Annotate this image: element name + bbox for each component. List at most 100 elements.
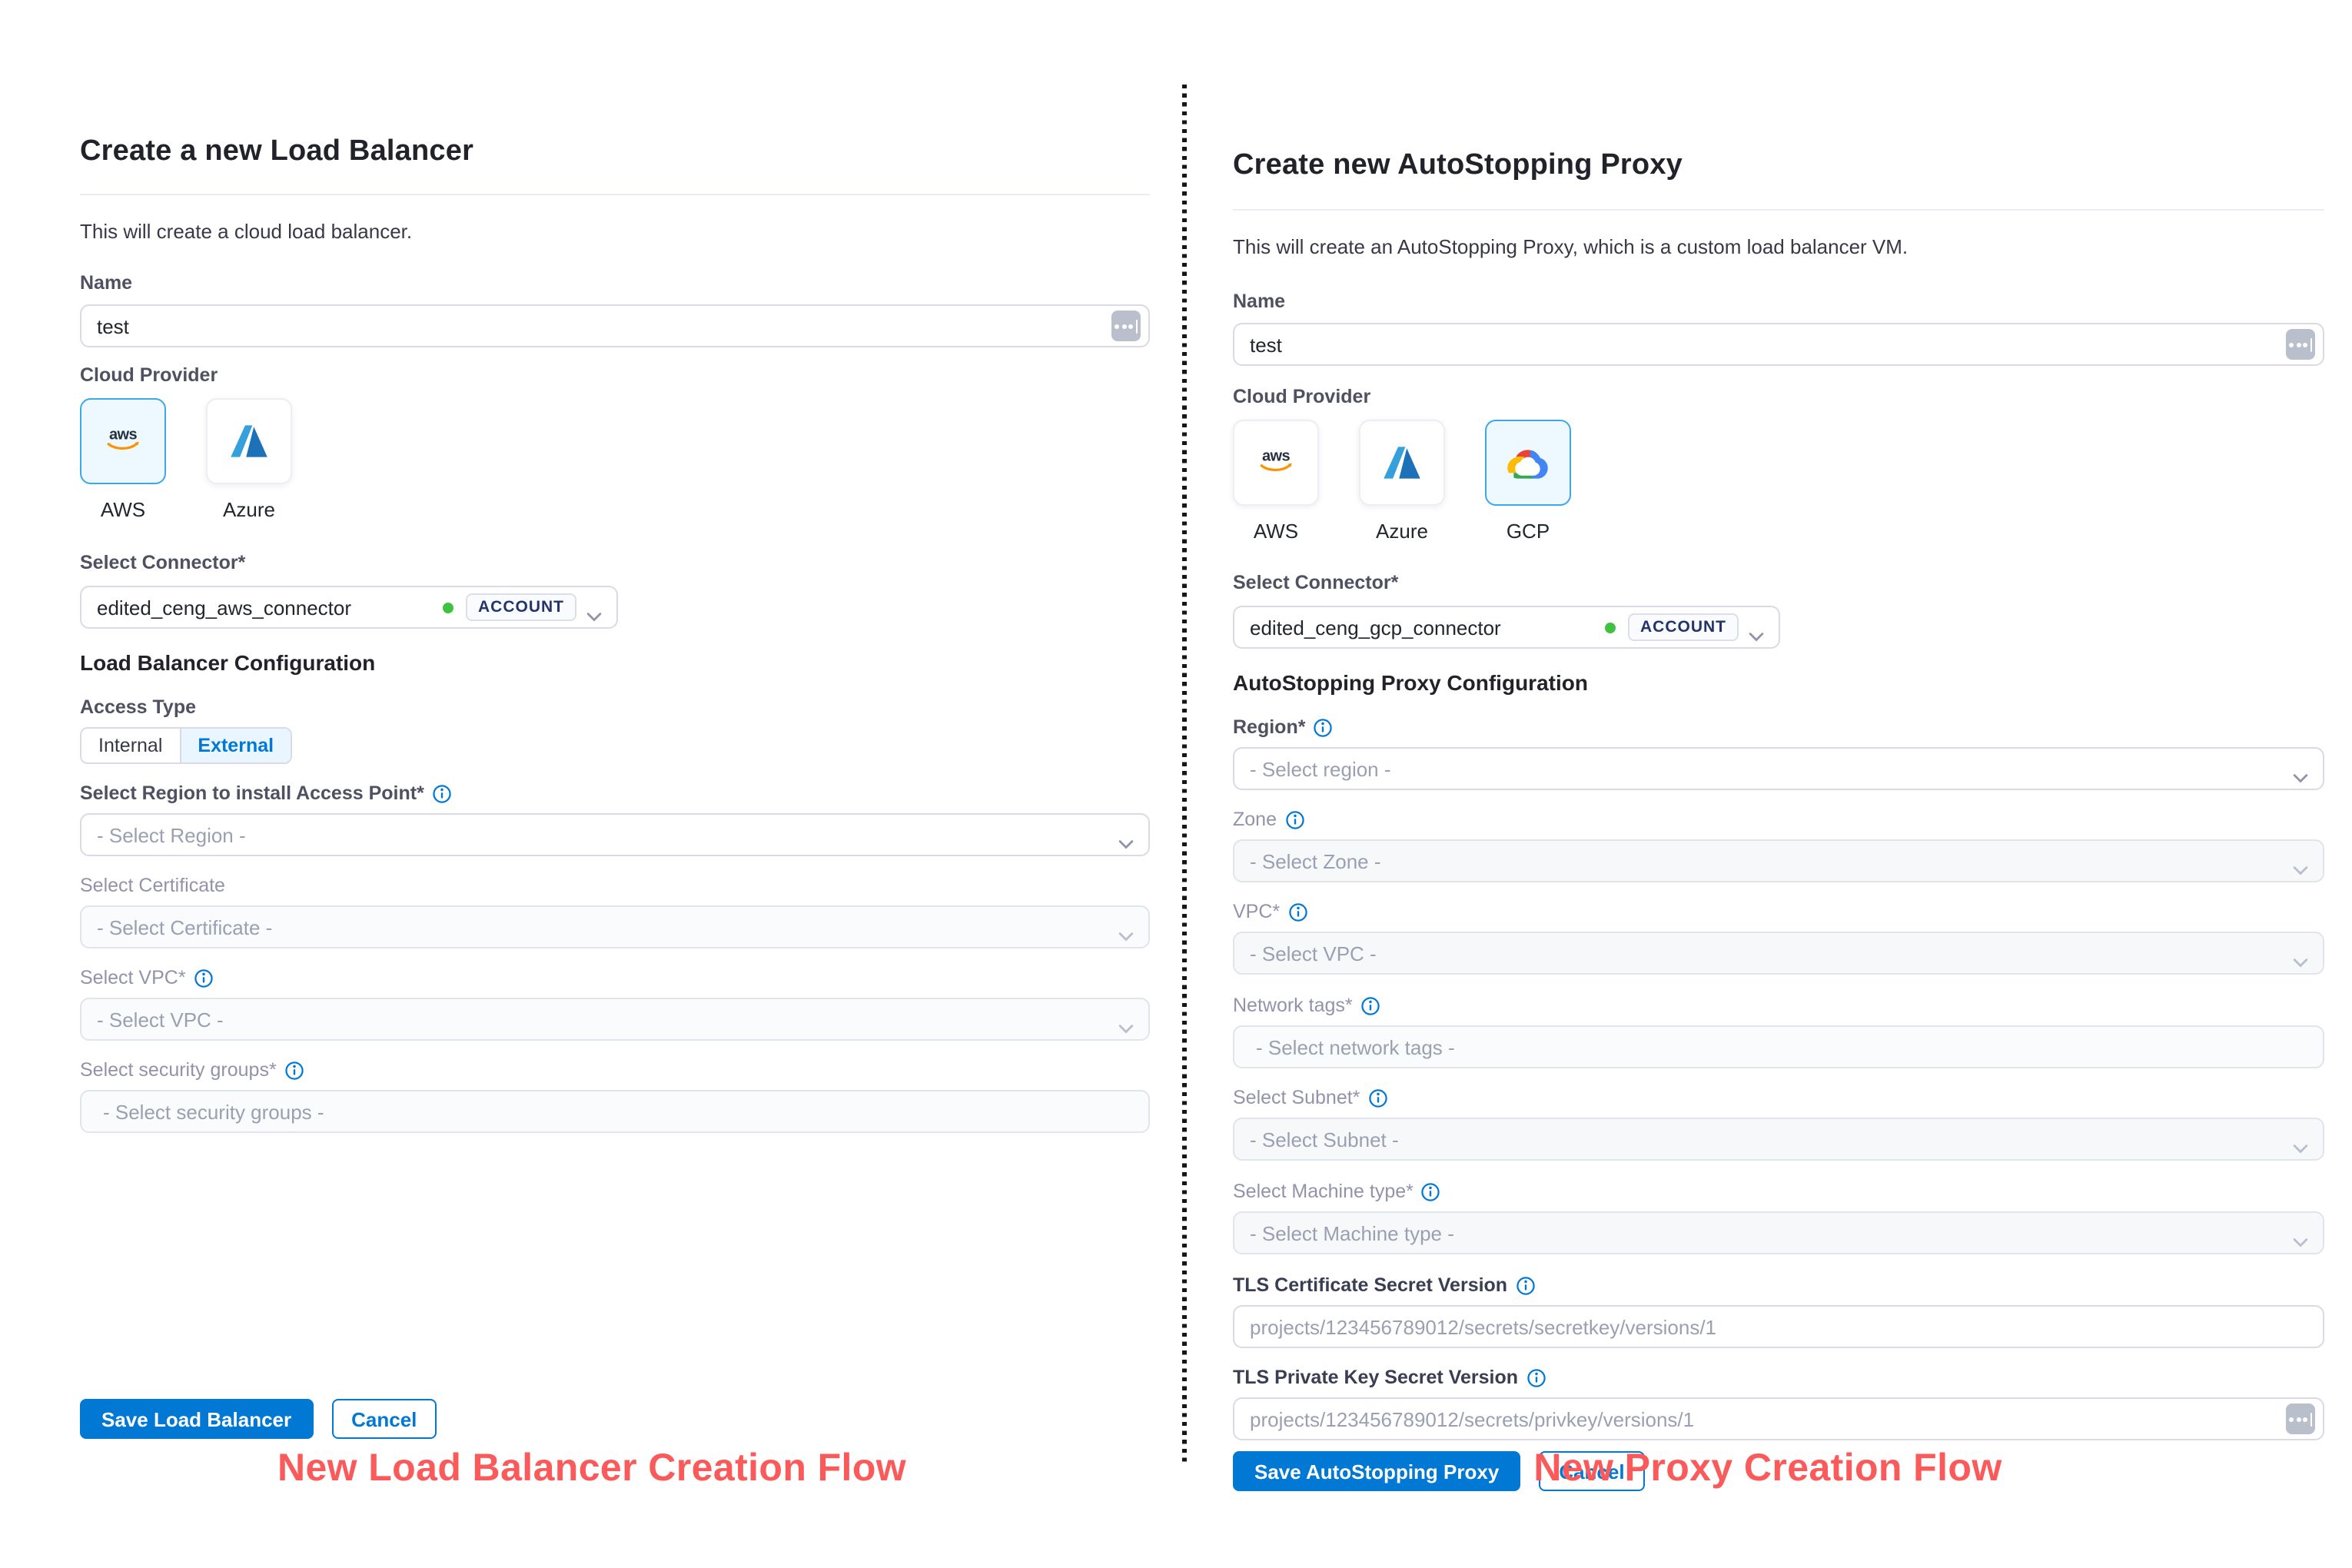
info-icon[interactable] xyxy=(1287,902,1307,922)
connector-scope-badge: ACCOUNT xyxy=(466,593,576,621)
dotted-divider xyxy=(1182,85,1186,1463)
access-type-internal[interactable]: Internal xyxy=(81,729,180,762)
name-input[interactable] xyxy=(1234,333,2323,356)
provider-card-gcp[interactable] xyxy=(1485,420,1571,506)
provider-aws: aws AWS xyxy=(1233,420,1319,543)
connector-scope-badge: ACCOUNT xyxy=(1628,613,1739,641)
cloud-provider-options: aws AWS Azure xyxy=(80,398,1150,521)
name-label: Name xyxy=(80,272,133,294)
connector-select[interactable]: edited_ceng_gcp_connector ACCOUNT xyxy=(1233,606,1780,649)
provider-label-azure: Azure xyxy=(1376,520,1428,543)
access-type-toggle: Internal External xyxy=(80,727,293,764)
tls-cert-label: TLS Certificate Secret Version xyxy=(1233,1274,2324,1296)
info-icon[interactable] xyxy=(1421,1181,1441,1201)
page-title: Create a new Load Balancer xyxy=(80,135,474,168)
security-groups-label: Select security groups* xyxy=(80,1059,1150,1081)
tls-cert-input[interactable] xyxy=(1234,1315,2323,1338)
info-icon[interactable] xyxy=(284,1060,304,1080)
provider-azure: Azure xyxy=(206,398,292,521)
certificate-select[interactable]: - Select Certificate - xyxy=(80,905,1150,948)
chevron-down-icon xyxy=(2292,1228,2309,1256)
cancel-button[interactable]: Cancel xyxy=(1539,1451,1645,1491)
chevron-down-icon xyxy=(2292,764,2309,792)
provider-label-aws: AWS xyxy=(100,498,146,521)
security-groups-multiselect[interactable]: - Select security groups - xyxy=(80,1090,1150,1133)
right-flow-caption: New Proxy Creation Flow xyxy=(1533,1447,2002,1490)
form-actions: Save Load Balancer Cancel xyxy=(80,1399,1150,1439)
tls-cert-field-wrapper xyxy=(1233,1305,2324,1348)
connector-status-dot xyxy=(1605,622,1616,633)
name-input[interactable] xyxy=(81,314,1148,337)
region-select[interactable]: - Select Region - xyxy=(80,813,1150,856)
provider-azure: Azure xyxy=(1359,420,1445,543)
connector-select[interactable]: edited_ceng_aws_connector ACCOUNT xyxy=(80,586,618,629)
chevron-down-icon xyxy=(1748,623,1765,650)
region-label: Region* xyxy=(1233,716,2324,738)
provider-card-azure[interactable] xyxy=(1359,420,1445,506)
provider-card-azure[interactable] xyxy=(206,398,292,484)
info-icon[interactable] xyxy=(432,783,452,803)
tls-key-label: TLS Private Key Secret Version xyxy=(1233,1367,2324,1388)
info-icon[interactable] xyxy=(1284,809,1304,829)
info-icon[interactable] xyxy=(1313,717,1333,737)
name-field-wrapper xyxy=(80,304,1150,347)
gcp-icon xyxy=(1507,450,1548,479)
cloud-provider-label: Cloud Provider xyxy=(1233,386,1371,407)
connector-value: edited_ceng_aws_connector xyxy=(97,596,352,619)
provider-card-aws[interactable]: aws xyxy=(80,398,166,484)
autofill-extension-icon[interactable] xyxy=(2286,1404,2315,1434)
info-icon[interactable] xyxy=(1360,995,1380,1015)
connector-status-dot xyxy=(443,602,453,613)
aws-icon: aws xyxy=(107,427,139,450)
info-icon[interactable] xyxy=(1367,1088,1387,1108)
subnet-select[interactable]: - Select Subnet - xyxy=(1233,1118,2324,1161)
autofill-extension-icon[interactable] xyxy=(2286,329,2315,360)
provider-label-azure: Azure xyxy=(223,498,275,521)
autofill-extension-icon[interactable] xyxy=(1111,311,1141,341)
title-divider xyxy=(80,194,1150,195)
form-actions: Save AutoStopping Proxy Cancel xyxy=(1233,1451,2324,1491)
tls-key-input[interactable] xyxy=(1234,1407,2323,1430)
panel-description: This will create a cloud load balancer. xyxy=(80,220,413,243)
zone-select[interactable]: - Select Zone - xyxy=(1233,839,2324,882)
chevron-down-icon xyxy=(1118,922,1134,950)
machine-type-select[interactable]: - Select Machine type - xyxy=(1233,1211,2324,1254)
select-connector-label: Select Connector* xyxy=(1233,572,1399,593)
vpc-select[interactable]: - Select VPC - xyxy=(80,998,1150,1041)
provider-gcp: GCP xyxy=(1485,420,1571,543)
region-select[interactable]: - Select region - xyxy=(1233,747,2324,790)
vpc-select[interactable]: - Select VPC - xyxy=(1233,932,2324,975)
select-connector-label: Select Connector* xyxy=(80,552,246,573)
info-icon[interactable] xyxy=(194,968,214,988)
aws-icon: aws xyxy=(1260,448,1292,472)
network-tags-multiselect[interactable]: - Select network tags - xyxy=(1233,1025,2324,1068)
info-icon[interactable] xyxy=(1526,1367,1546,1387)
provider-aws: aws AWS xyxy=(80,398,166,521)
configuration-section-title: AutoStopping Proxy Configuration xyxy=(1233,670,1588,695)
region-label: Select Region to install Access Point* xyxy=(80,782,1150,804)
save-load-balancer-button[interactable]: Save Load Balancer xyxy=(80,1399,314,1439)
vpc-label: VPC* xyxy=(1233,901,2324,922)
provider-label-gcp: GCP xyxy=(1506,520,1550,543)
azure-icon xyxy=(1384,447,1420,479)
load-balancer-panel: Create a new Load Balancer This will cre… xyxy=(80,135,1150,1439)
access-type-external[interactable]: External xyxy=(179,729,291,762)
cancel-button[interactable]: Cancel xyxy=(331,1399,437,1439)
provider-card-aws[interactable]: aws xyxy=(1233,420,1319,506)
chevron-down-icon xyxy=(2292,856,2309,884)
chevron-down-icon xyxy=(586,603,603,630)
subnet-label: Select Subnet* xyxy=(1233,1087,2324,1108)
panel-description: This will create an AutoStopping Proxy, … xyxy=(1233,235,1909,258)
azure-icon xyxy=(231,425,267,457)
cloud-provider-label: Cloud Provider xyxy=(80,364,218,386)
connector-value: edited_ceng_gcp_connector xyxy=(1250,616,1501,639)
chevron-down-icon xyxy=(2292,1134,2309,1162)
save-autostopping-proxy-button[interactable]: Save AutoStopping Proxy xyxy=(1233,1451,1521,1491)
svg-text:aws: aws xyxy=(1262,448,1290,465)
network-tags-label: Network tags* xyxy=(1233,995,2324,1016)
title-divider xyxy=(1233,209,2324,211)
info-icon[interactable] xyxy=(1515,1275,1535,1295)
vpc-label: Select VPC* xyxy=(80,967,1150,988)
chevron-down-icon xyxy=(1118,1015,1134,1042)
